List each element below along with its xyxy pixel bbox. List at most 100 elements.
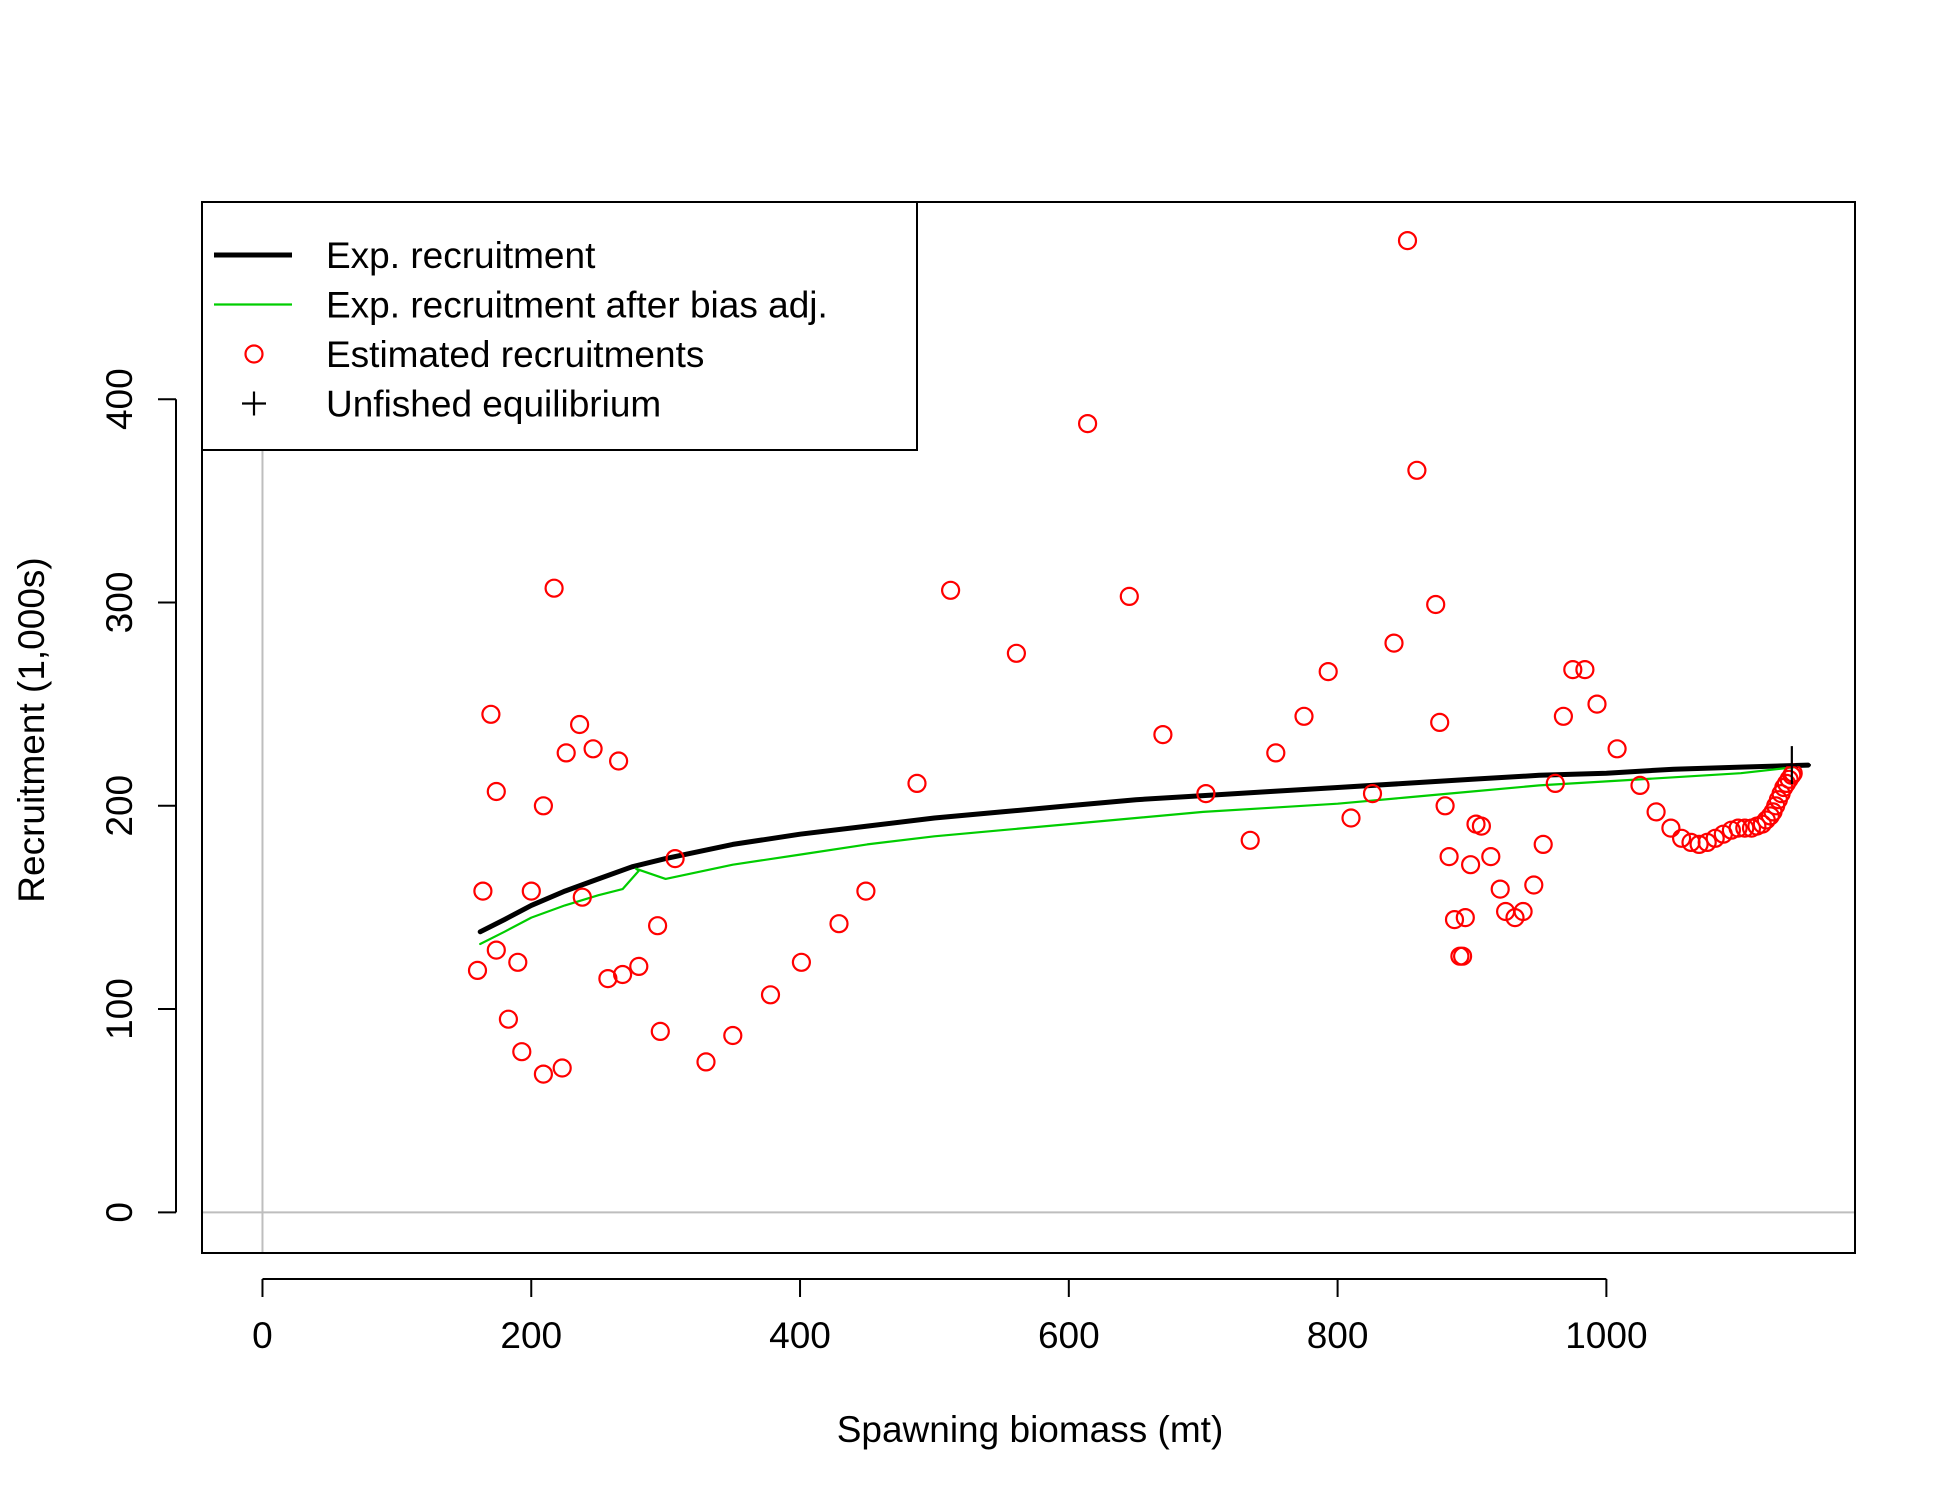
plot-frame: [201, 201, 1856, 1254]
estimated-recruitment-point: [1575, 659, 1595, 680]
x-tick-label: 600: [1038, 1315, 1100, 1356]
x-axis: 0 200 400 600 800 1000: [252, 1278, 1648, 1356]
estimated-recruitment-point: [1455, 907, 1475, 928]
y-tick-label: 400: [99, 368, 140, 430]
estimated-recruitment-point: [1318, 661, 1338, 682]
estimated-recruitment-point: [552, 1058, 572, 1078]
estimated-recruitment-point: [533, 1064, 554, 1084]
y-tick-label: 100: [99, 978, 140, 1040]
estimated-recruitment-point: [1153, 724, 1173, 745]
estimated-recruitment-point: [481, 704, 501, 724]
x-tick-label: 200: [500, 1315, 562, 1356]
estimated-recruitment-point: [612, 964, 633, 985]
estimated-recruitment-point: [1266, 743, 1286, 763]
estimated-recruitment-point: [1196, 783, 1216, 804]
estimated-recruitment-point: [521, 881, 541, 901]
legend-label: Estimated recruitments: [326, 334, 704, 375]
estimated-recruitment-point: [696, 1052, 716, 1072]
estimated-recruitment-point: [486, 781, 506, 802]
estimated-recruitment-point: [665, 848, 685, 869]
estimated-recruitment-point: [1513, 901, 1533, 922]
estimated-recruitment-point: [1728, 818, 1748, 838]
estimated-recruitment-point: [1407, 460, 1427, 480]
estimated-recruitment-point: [1435, 796, 1455, 816]
estimated-recruitment-point: [1760, 806, 1780, 826]
legend-label: Exp. recruitment: [326, 235, 596, 276]
estimated-recruitment-point: [1362, 783, 1383, 804]
legend: Exp. recruitment Exp. recruitment after b…: [201, 201, 918, 451]
estimated-recruitment-point: [1661, 818, 1681, 838]
estimated-recruitment-point: [486, 940, 506, 960]
estimated-recruitment-point: [533, 796, 554, 816]
estimated-recruitment-point: [1077, 414, 1098, 434]
estimated-recruitment-point: [856, 881, 876, 901]
estimated-recruitment-point: [1735, 818, 1755, 838]
estimated-recruitment-point: [1460, 855, 1481, 875]
series-layer: [477, 762, 1811, 946]
estimated-recruitment-point: [1524, 875, 1544, 895]
y-axis: 0 100 200 300 400: [99, 368, 177, 1223]
estimated-recruitment-point: [1607, 739, 1627, 759]
y-axis-label: Recruitment (1,000s): [11, 557, 52, 902]
estimated-recruitment-point: [512, 1042, 532, 1062]
estimated-recruitment-point: [650, 1021, 670, 1042]
estimated-recruitment-point: [1471, 816, 1492, 836]
estimated-recruitment-point: [1119, 586, 1139, 607]
y-tick-label: 300: [99, 572, 140, 634]
estimated-recruitment-point: [583, 739, 603, 759]
x-tick-label: 400: [769, 1315, 831, 1356]
estimated-recruitment-point: [1481, 846, 1501, 867]
estimated-recruitment-point: [723, 1025, 743, 1046]
estimated-recruitment-point: [647, 916, 668, 936]
unfished-equilibrium-marker: [1772, 746, 1811, 785]
estimated-recruitment-point: [569, 714, 590, 735]
legend-circle-symbol: [244, 344, 264, 364]
estimated-recruitment-point: [760, 985, 781, 1005]
estimated-recruitment-point: [907, 773, 927, 794]
estimated-recruitment-point: [1545, 773, 1565, 794]
estimated-recruitment-point: [791, 952, 812, 972]
legend-label: Unfished equilibrium: [326, 384, 661, 425]
estimated-recruitment-point: [629, 956, 649, 977]
estimated-recruitment-point: [1689, 834, 1709, 855]
estimated-recruitment-point: [829, 914, 849, 934]
estimated-recruitment-point: [1341, 808, 1361, 828]
estimated-recruitment-point: [940, 580, 961, 600]
legend-cross-symbol: [242, 391, 266, 416]
estimated-recruitment-point: [1452, 946, 1473, 966]
estimated-recruitment-point: [1563, 659, 1583, 680]
estimated-recruitment-point: [1646, 802, 1666, 822]
points-layer: [467, 231, 1811, 1084]
estimated-recruitment-point: [1553, 706, 1574, 726]
expected-recruitment-line: [477, 762, 1811, 935]
estimated-recruitment-point: [1439, 846, 1459, 867]
estimated-recruitment-point: [1630, 775, 1650, 796]
estimated-recruitment-point: [1533, 834, 1553, 855]
estimated-recruitment-point: [608, 751, 629, 771]
x-axis-label: Spawning biomass (mt): [837, 1409, 1224, 1450]
estimated-recruitment-point: [467, 960, 488, 981]
estimated-recruitment-point: [1430, 712, 1450, 733]
y-tick-label: 200: [99, 775, 140, 837]
estimated-recruitment-point: [544, 578, 564, 598]
estimated-recruitment-point: [508, 952, 528, 972]
estimated-recruitment-point: [498, 1009, 518, 1029]
estimated-recruitment-point: [1671, 828, 1692, 848]
estimated-recruitment-point: [1587, 694, 1607, 714]
legend-box: [201, 201, 918, 451]
estimated-recruitment-point: [1426, 594, 1446, 615]
estimated-recruitment-point: [1240, 830, 1260, 850]
estimated-recruitment-point: [473, 881, 493, 901]
estimated-recruitment-point: [1384, 633, 1404, 653]
estimated-recruitment-point: [556, 743, 576, 763]
y-tick-label: 0: [99, 1202, 140, 1223]
x-tick-label: 1000: [1565, 1315, 1647, 1356]
estimated-recruitment-point: [1397, 231, 1418, 251]
estimated-recruitment-point: [1444, 909, 1465, 930]
legend-label: Exp. recruitment after bias adj.: [326, 285, 828, 326]
estimated-recruitment-point: [572, 887, 592, 907]
bias-adjusted-recruitment-line: [479, 766, 1796, 946]
estimated-recruitment-point: [1490, 879, 1510, 899]
estimated-recruitment-point: [1294, 706, 1314, 726]
